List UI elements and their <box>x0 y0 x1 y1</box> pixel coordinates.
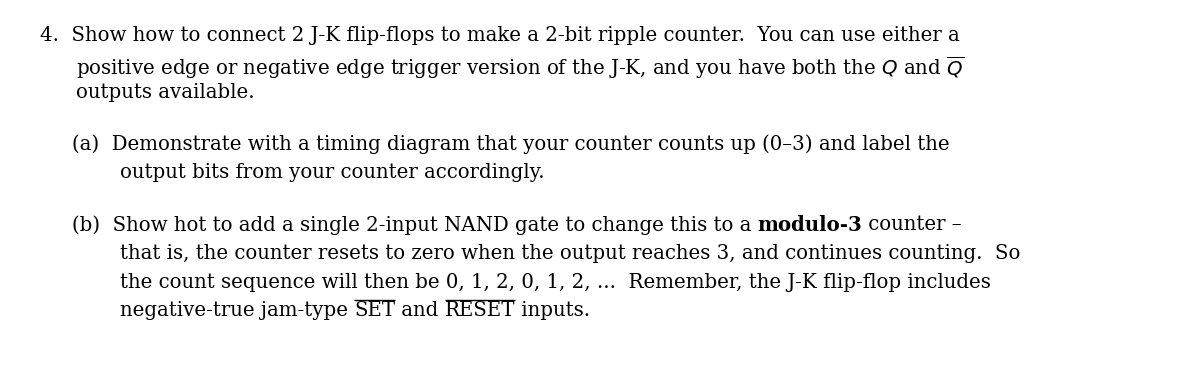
Text: RESET: RESET <box>445 301 515 320</box>
Text: output bits from your counter accordingly.: output bits from your counter accordingl… <box>120 163 545 182</box>
Text: that is, the counter resets to zero when the output reaches 3, and continues cou: that is, the counter resets to zero when… <box>120 244 1020 263</box>
Text: counter –: counter – <box>863 215 962 234</box>
Text: negative-true jam-type: negative-true jam-type <box>120 301 354 320</box>
Text: (a)  Demonstrate with a timing diagram that your counter counts up (0–3) and lab: (a) Demonstrate with a timing diagram th… <box>72 134 949 154</box>
Text: modulo-3: modulo-3 <box>757 215 863 235</box>
Text: outputs available.: outputs available. <box>76 83 254 102</box>
Text: SET: SET <box>354 301 395 320</box>
Text: positive edge or negative edge trigger version of the J-K, and you have both the: positive edge or negative edge trigger v… <box>76 54 964 81</box>
Text: 4.  Show how to connect 2 J-K flip-flops to make a 2-bit ripple counter.  You ca: 4. Show how to connect 2 J-K flip-flops … <box>40 26 959 45</box>
Text: the count sequence will then be 0, 1, 2, 0, 1, 2, ...  Remember, the J-K flip-fl: the count sequence will then be 0, 1, 2,… <box>120 273 991 292</box>
Text: (b)  Show hot to add a single 2-input NAND gate to change this to a: (b) Show hot to add a single 2-input NAN… <box>72 215 757 235</box>
Text: and: and <box>395 301 445 320</box>
Text: inputs.: inputs. <box>515 301 590 320</box>
